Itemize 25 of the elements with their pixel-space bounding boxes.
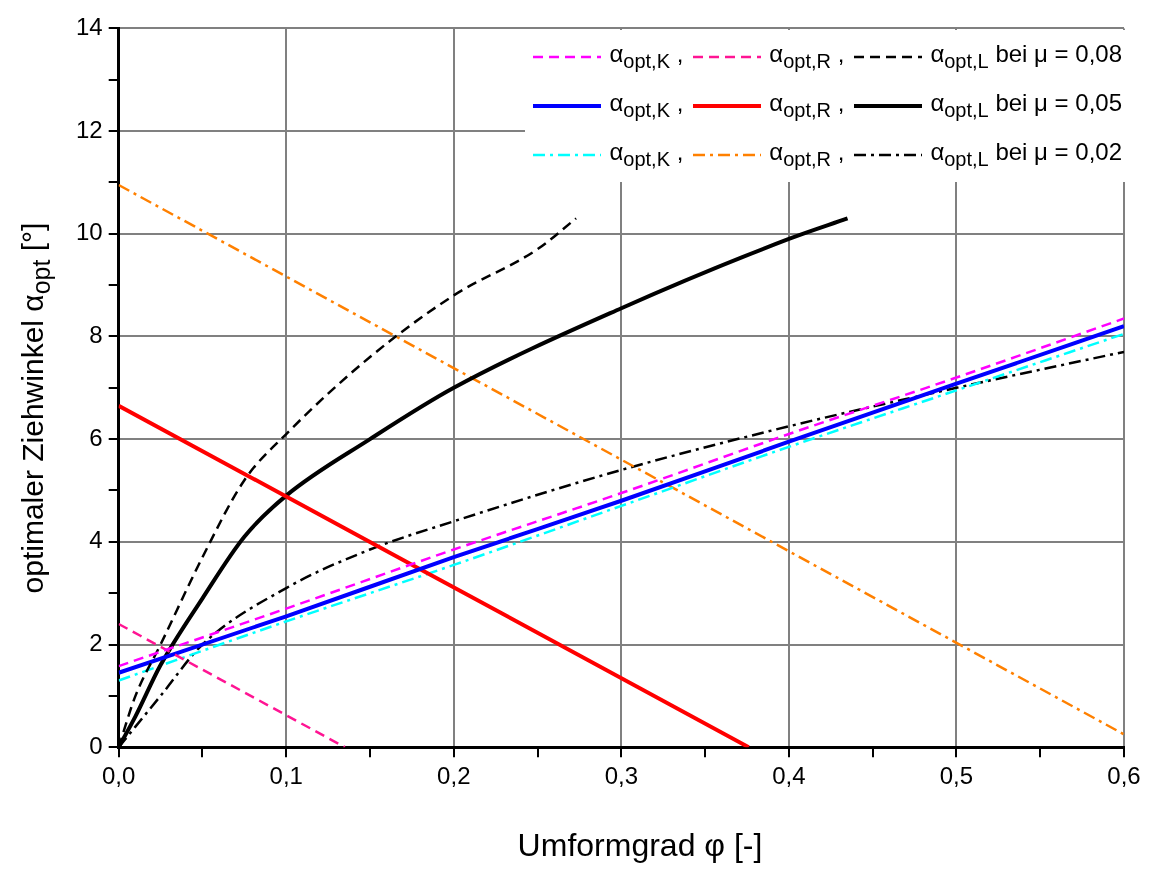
x-tick-label: 0,4	[772, 762, 806, 790]
y-tick-label: 2	[89, 629, 103, 657]
y-tick-label: 6	[89, 423, 103, 451]
legend-label: α$_{opt,L}$ bei μ = 0,05	[930, 87, 1122, 123]
x-tick-label: 0,0	[102, 762, 136, 790]
x-tick-label: 0,6	[1107, 762, 1141, 790]
x-tick-label: 0,1	[269, 762, 303, 790]
y-tick-label: 12	[75, 115, 103, 143]
legend-label: α$_{opt,K}$ ,	[609, 87, 684, 123]
y-tick-label: 0	[89, 731, 103, 759]
y-tick-label: 10	[75, 218, 103, 246]
x-tick-label: 0,3	[604, 762, 639, 790]
legend-label: α$_{opt,K}$ ,	[609, 39, 684, 74]
legend-label: α$_{opt,R}$ ,	[769, 136, 845, 172]
y-tick-label: 14	[75, 13, 103, 41]
legend-label: α$_{opt,R}$ ,	[769, 39, 845, 74]
x-axis-title: Umformgrad φ [-]	[517, 827, 763, 864]
legend-label: α$_{opt,L}$ bei μ = 0,08	[930, 39, 1122, 74]
legend-label: α$_{opt,K}$ ,	[609, 136, 684, 172]
legend-label: α$_{opt,L}$ bei μ = 0,02	[930, 136, 1122, 172]
y-tick-label: 8	[89, 321, 103, 349]
y-tick-label: 4	[89, 526, 103, 554]
legend-label: α$_{opt,R}$ ,	[769, 87, 845, 123]
x-tick-label: 0,5	[939, 762, 974, 790]
x-tick-label: 0,2	[437, 762, 471, 790]
